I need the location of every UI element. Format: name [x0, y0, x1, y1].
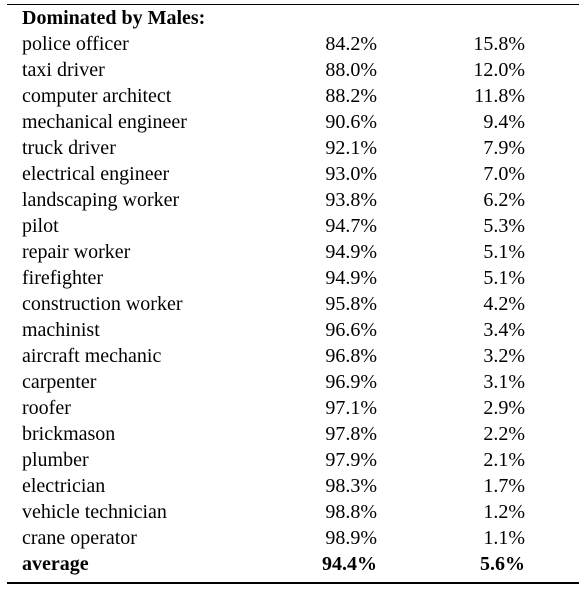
female-percent-cell: 1.2%: [483, 500, 525, 523]
occupation-cell: crane operator: [22, 526, 137, 549]
male-percent-cell: 84.2%: [325, 33, 377, 55]
female-percent-cell: 15.8%: [473, 33, 525, 55]
male-percent-cell: 92.1%: [325, 136, 377, 159]
female-percent-cell: 7.0%: [483, 162, 525, 185]
male-percent-cell: 97.9%: [325, 448, 377, 471]
female-percent-cell: 3.2%: [483, 344, 525, 367]
male-percent-cell: 94.9%: [325, 266, 377, 289]
table-row: brickmason 97.8% 2.2%: [7, 421, 579, 447]
male-percent-cell: 96.8%: [325, 344, 377, 367]
male-percent-cell: 96.9%: [325, 370, 377, 393]
occupation-cell: pilot: [22, 214, 59, 237]
table-row: aircraft mechanic 96.8% 3.2%: [7, 343, 579, 369]
male-percent-cell: 88.2%: [325, 84, 377, 107]
male-percent-cell: 88.0%: [325, 58, 377, 81]
female-percent-cell: 5.1%: [483, 266, 525, 289]
occupation-cell: taxi driver: [22, 58, 105, 81]
occupation-cell: electrician: [22, 474, 106, 497]
occupation-cell: plumber: [22, 448, 89, 471]
table-row: vehicle technician 98.8% 1.2%: [7, 499, 579, 525]
male-percent-cell: 98.3%: [325, 474, 377, 497]
male-percent-cell: 97.8%: [325, 422, 377, 445]
table-row: firefighter 94.9% 5.1%: [7, 265, 579, 291]
table-row: plumber 97.9% 2.1%: [7, 447, 579, 473]
table-row: truck driver 92.1% 7.9%: [7, 135, 579, 161]
occupation-cell: firefighter: [22, 266, 104, 289]
male-percent-cell: 98.8%: [325, 500, 377, 523]
female-percent-cell: 5.1%: [483, 240, 525, 263]
male-percent-cell: 95.8%: [325, 292, 377, 315]
female-percent-cell: 9.4%: [483, 110, 525, 133]
table-row: repair worker 94.9% 5.1%: [7, 239, 579, 265]
female-percent-cell: 4.2%: [483, 292, 525, 315]
average-label: average: [22, 552, 89, 575]
table-row: roofer 97.1% 2.9%: [7, 395, 579, 421]
occupation-cell: repair worker: [22, 240, 131, 263]
average-female-value: 5.6%: [480, 552, 525, 575]
table-row: taxi driver 88.0% 12.0%: [7, 57, 579, 83]
female-percent-cell: 12.0%: [473, 58, 525, 81]
male-percent-cell: 93.0%: [325, 162, 377, 185]
table-row: computer architect 88.2% 11.8%: [7, 83, 579, 109]
occupation-cell: aircraft mechanic: [22, 344, 162, 367]
occupation-cell: machinist: [22, 318, 100, 341]
female-percent-cell: 1.7%: [483, 474, 525, 497]
occupation-cell: police officer: [22, 33, 129, 55]
table-row: machinist 96.6% 3.4%: [7, 317, 579, 343]
table-row: police officer 84.2% 15.8%: [7, 31, 579, 57]
female-percent-cell: 2.9%: [483, 396, 525, 419]
male-percent-cell: 93.8%: [325, 188, 377, 211]
average-row: average 94.4% 5.6%: [7, 551, 579, 577]
section-header-row: Dominated by Males:: [7, 5, 579, 31]
female-percent-cell: 2.2%: [483, 422, 525, 445]
female-percent-cell: 11.8%: [474, 84, 525, 107]
female-percent-cell: 3.4%: [483, 318, 525, 341]
male-percent-cell: 90.6%: [325, 110, 377, 133]
female-percent-cell: 6.2%: [483, 188, 525, 211]
male-percent-cell: 94.7%: [325, 214, 377, 237]
occupation-cell: construction worker: [22, 292, 183, 315]
table-row: construction worker 95.8% 4.2%: [7, 291, 579, 317]
occupation-cell: truck driver: [22, 136, 116, 159]
occupation-cell: computer architect: [22, 84, 172, 107]
female-percent-cell: 5.3%: [483, 214, 525, 237]
table-bottom-rule: [7, 582, 579, 584]
table-row: electrician 98.3% 1.7%: [7, 473, 579, 499]
male-percent-cell: 94.9%: [325, 240, 377, 263]
female-percent-cell: 7.9%: [483, 136, 525, 159]
occupation-cell: landscaping worker: [22, 188, 180, 211]
male-percent-cell: 96.6%: [325, 318, 377, 341]
male-percent-cell: 98.9%: [325, 526, 377, 549]
occupation-cell: electrical engineer: [22, 162, 170, 185]
female-percent-cell: 2.1%: [483, 448, 525, 471]
female-percent-cell: 3.1%: [483, 370, 525, 393]
table-row: crane operator 98.9% 1.1%: [7, 525, 579, 551]
table-row: mechanical engineer 90.6% 9.4%: [7, 109, 579, 135]
section-header: Dominated by Males:: [22, 7, 206, 29]
occupation-cell: brickmason: [22, 422, 116, 445]
average-male-value: 94.4%: [322, 552, 377, 575]
male-percent-cell: 97.1%: [325, 396, 377, 419]
table-row: carpenter 96.9% 3.1%: [7, 369, 579, 395]
table-top-rule: [7, 4, 579, 5]
female-percent-cell: 1.1%: [483, 526, 525, 549]
table-row: electrical engineer 93.0% 7.0%: [7, 161, 579, 187]
occupation-cell: mechanical engineer: [22, 110, 187, 133]
table-row: landscaping worker 93.8% 6.2%: [7, 187, 579, 213]
occupation-cell: roofer: [22, 396, 71, 419]
occupation-cell: vehicle technician: [22, 500, 167, 523]
table-row: pilot 94.7% 5.3%: [7, 213, 579, 239]
occupation-cell: carpenter: [22, 370, 97, 393]
